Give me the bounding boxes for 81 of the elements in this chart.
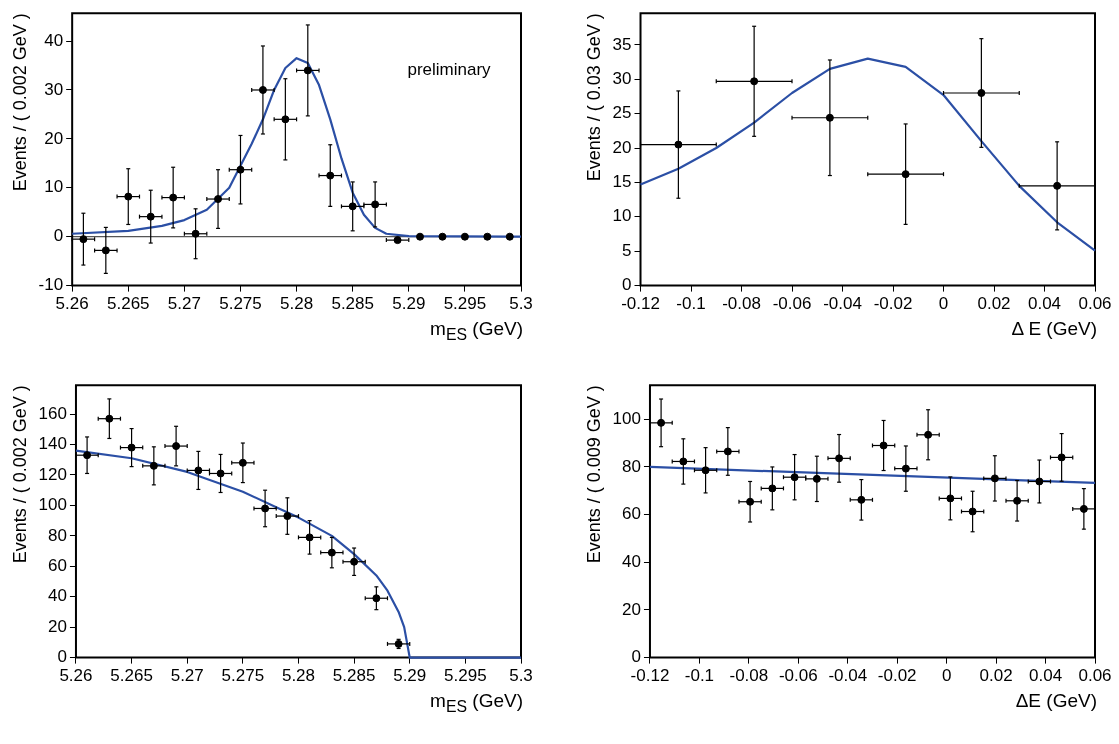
x-tick-label: 5.265: [110, 666, 153, 686]
x-tick-label: 0: [941, 666, 952, 686]
y-tick-label: 20: [48, 616, 67, 636]
point: [438, 232, 447, 241]
x-tick-label: 5.295: [444, 666, 487, 686]
x-tick-label: 0.02: [979, 666, 1013, 686]
x-tick-label: 5.285: [332, 666, 376, 686]
y-tick-label: 25: [612, 103, 632, 123]
y-tick-label: 15: [612, 172, 632, 192]
x-tick-label: -0.08: [729, 666, 769, 686]
x-tick-label: 5.275: [221, 666, 265, 686]
x-tick-label: 5.285: [331, 294, 374, 314]
y-tick-label: 80: [48, 525, 67, 545]
x-tick-label: -0.04: [823, 294, 862, 314]
x-tick-label: 5.26: [59, 666, 93, 686]
point: [460, 232, 469, 241]
x-tick-label: 0.04: [1029, 666, 1063, 686]
y-tick-label: 20: [622, 599, 641, 619]
x-axis-title: m$_{ES}$ (GeV): [430, 318, 523, 344]
x-axis-title: Δ E (GeV): [1011, 318, 1097, 340]
y-tick-label: 0: [622, 275, 632, 295]
x-tick-label: 5.29: [392, 294, 426, 314]
y-tick-label: 30: [44, 79, 64, 99]
y-tick-label: 160: [38, 403, 67, 423]
x-tick-label: 0.06: [1078, 294, 1112, 314]
x-tick-label: 5.265: [107, 294, 150, 314]
y-tick-label: 5: [622, 240, 632, 260]
x-tick-label: -0.12: [621, 294, 660, 314]
y-tick-label: 80: [622, 456, 641, 476]
y-tick-label: 30: [612, 68, 632, 88]
x-tick-label: 0: [938, 294, 949, 314]
x-tick-label: 5.26: [55, 294, 89, 314]
y-tick-label: 20: [44, 128, 64, 148]
y-tick-label: 0: [57, 647, 67, 667]
x-tick-label: 0.04: [1027, 294, 1062, 314]
annotation: preliminary: [407, 60, 492, 80]
x-tick-label: 5.275: [219, 294, 262, 314]
y-axis-title: Events / ( 0.002 GeV ): [9, 13, 30, 192]
y-tick-label: 40: [622, 551, 641, 571]
y-tick-label: 40: [44, 30, 64, 50]
x-tick-label: 5.3: [509, 666, 533, 686]
y-axis-title: Events / ( 0.009 GeV ): [583, 385, 604, 564]
x-tick-label: 5.28: [280, 294, 314, 314]
y-tick-label: 35: [612, 34, 632, 54]
point: [483, 232, 492, 241]
x-axis-title: m$_{ES}$ (GeV): [430, 690, 523, 716]
y-tick-label: 10: [612, 206, 632, 226]
x-tick-label: 0.02: [977, 294, 1011, 314]
x-tick-label: -0.04: [828, 666, 868, 686]
y-tick-label: 40: [48, 586, 67, 606]
y-tick-label: 100: [612, 408, 641, 428]
y-axis-title: Events / ( 0.002 GeV ): [9, 385, 30, 564]
point: [505, 232, 514, 241]
y-tick-label: 140: [38, 434, 67, 454]
x-tick-label: -0.12: [630, 666, 670, 686]
x-tick-label: 5.27: [170, 666, 204, 686]
x-tick-label: 5.28: [281, 666, 316, 686]
y-tick-label: 100: [38, 495, 67, 515]
y-tick-label: 120: [38, 464, 67, 484]
y-tick-label: 60: [48, 555, 67, 575]
x-tick-label: 0.06: [1078, 666, 1112, 686]
y-axis-title: Events / ( 0.03 GeV ): [583, 13, 604, 182]
x-tick-label: -0.1: [684, 666, 715, 686]
y-tick-label: 0: [631, 647, 641, 667]
x-tick-label: 5.295: [443, 294, 487, 314]
x-tick-label: 5.3: [509, 294, 533, 314]
y-tick-label: 0: [53, 226, 64, 246]
x-tick-label: -0.06: [772, 294, 812, 314]
x-tick-label: -0.08: [722, 294, 761, 314]
x-tick-label: -0.1: [676, 294, 706, 314]
y-tick-label: 10: [44, 177, 64, 197]
x-tick-label: 5.29: [393, 666, 427, 686]
y-tick-label: 60: [622, 504, 641, 524]
y-tick-label: 20: [612, 137, 632, 157]
x-axis-title: ΔE (GeV): [1015, 690, 1097, 712]
x-tick-label: -0.02: [873, 294, 913, 314]
y-tick-label: -10: [38, 275, 64, 295]
x-tick-label: -0.02: [877, 666, 917, 686]
point: [416, 232, 425, 241]
x-tick-label: 5.27: [167, 294, 201, 314]
x-tick-label: -0.06: [778, 666, 818, 686]
